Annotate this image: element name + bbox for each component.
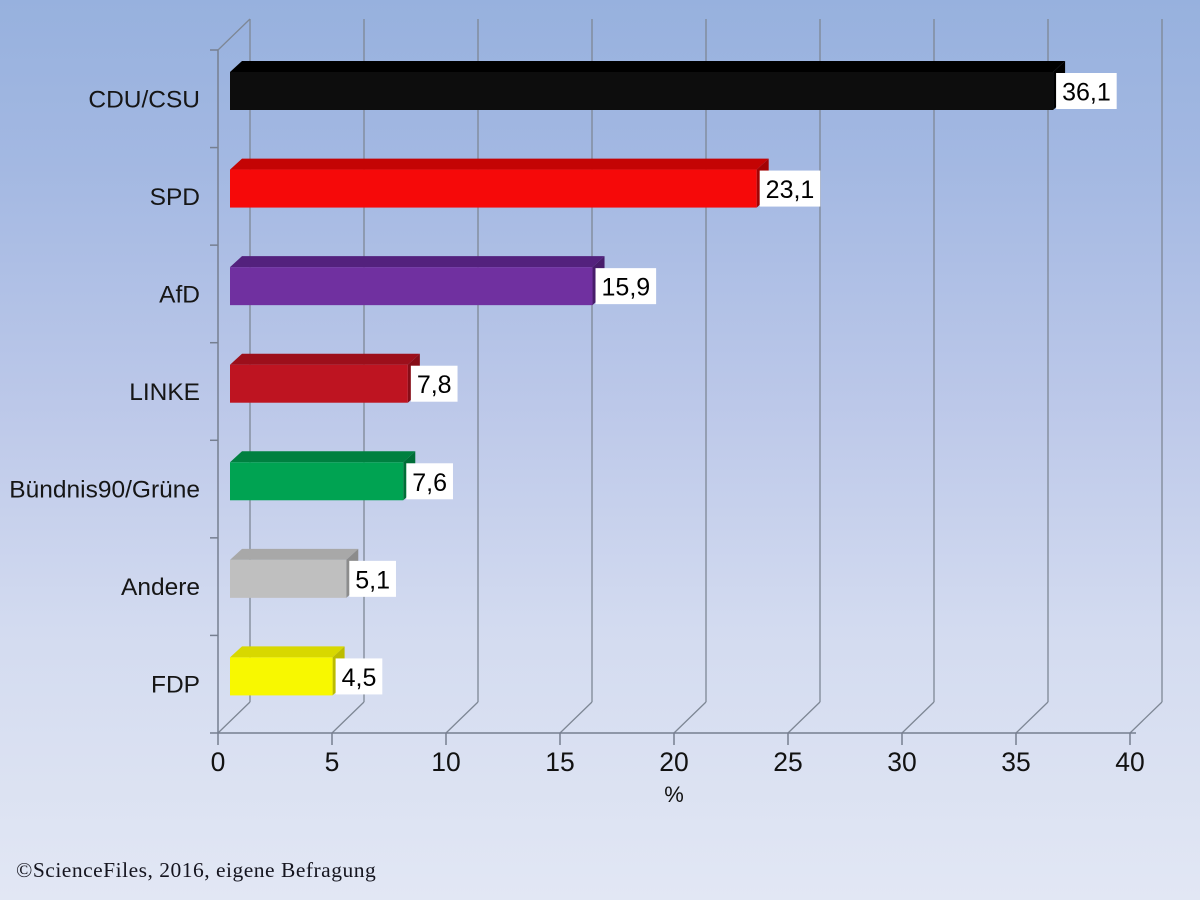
- x-tick-label-40: 40: [1115, 747, 1144, 777]
- gridline-depth-25: [787, 701, 821, 734]
- value-label-box-cdu-csu: [1056, 73, 1117, 109]
- x-tick-label-15: 15: [545, 747, 574, 777]
- value-label-box-linke: [410, 365, 458, 402]
- category-label-fdp: FDP: [151, 672, 200, 699]
- x-tick-label-10: 10: [431, 747, 460, 777]
- bar-linke: [230, 364, 408, 403]
- x-axis-unit-label: %: [664, 782, 684, 807]
- x-tick-label-25: 25: [773, 747, 802, 777]
- value-label-box-spd: [759, 170, 821, 207]
- bar-andere: [230, 559, 347, 598]
- value-label-afd: 15,9: [602, 274, 651, 302]
- value-label-box-b-ndnis90-gr-ne: [406, 463, 453, 500]
- bar-top-afd: [230, 256, 605, 268]
- category-label-b-ndnis90-gr-ne: Bündnis90/Grüne: [9, 477, 200, 504]
- value-label-linke: 7,8: [417, 371, 452, 399]
- x-tick-label-20: 20: [659, 747, 688, 777]
- x-tick-label-0: 0: [211, 747, 226, 777]
- bar-top-cdu-csu: [230, 61, 1066, 72]
- category-label-afd: AfD: [159, 281, 200, 308]
- x-tick-label-30: 30: [887, 747, 916, 777]
- gridline-depth-30: [901, 701, 935, 734]
- bar-top-b-ndnis90-gr-ne: [230, 451, 416, 463]
- value-label-b-ndnis90-gr-ne: 7,6: [412, 469, 447, 497]
- category-label-andere: Andere: [121, 574, 200, 601]
- category-label-cdu-csu: CDU/CSU: [88, 86, 200, 113]
- gridline-depth-15: [559, 701, 593, 734]
- value-label-box-afd: [595, 268, 657, 305]
- value-label-fdp: 4,5: [342, 664, 377, 692]
- bar-fdp: [230, 657, 333, 696]
- bar-spd: [230, 169, 757, 208]
- value-label-box-andere: [349, 560, 396, 597]
- gridline-depth-20: [673, 701, 707, 734]
- category-label-spd: SPD: [150, 184, 200, 211]
- bar-top-linke: [230, 353, 420, 365]
- bar-afd: [230, 267, 593, 306]
- bar-top-fdp: [230, 646, 345, 658]
- x-tick-label-35: 35: [1001, 747, 1030, 777]
- bar-b-ndnis90-gr-ne: [230, 462, 404, 501]
- value-label-andere: 5,1: [355, 566, 390, 594]
- credit-text: ©ScienceFiles, 2016, eigene Befragung: [16, 858, 377, 882]
- gridline-depth-35: [1015, 701, 1049, 734]
- y-axis-depth-edge: [217, 18, 251, 51]
- bar-top-spd: [230, 158, 769, 170]
- gridline-depth-40: [1129, 701, 1163, 734]
- x-tick-label-5: 5: [325, 747, 340, 777]
- value-label-box-fdp: [335, 658, 383, 695]
- bar-top-andere: [230, 548, 359, 560]
- gridline-depth-10: [445, 701, 479, 734]
- gridline-depth-0: [217, 701, 251, 734]
- gridline-depth-5: [331, 701, 365, 734]
- value-label-spd: 23,1: [766, 176, 815, 204]
- bar-cdu-csu: [230, 72, 1054, 110]
- value-label-cdu-csu: 36,1: [1062, 79, 1111, 107]
- category-label-linke: LINKE: [129, 379, 200, 406]
